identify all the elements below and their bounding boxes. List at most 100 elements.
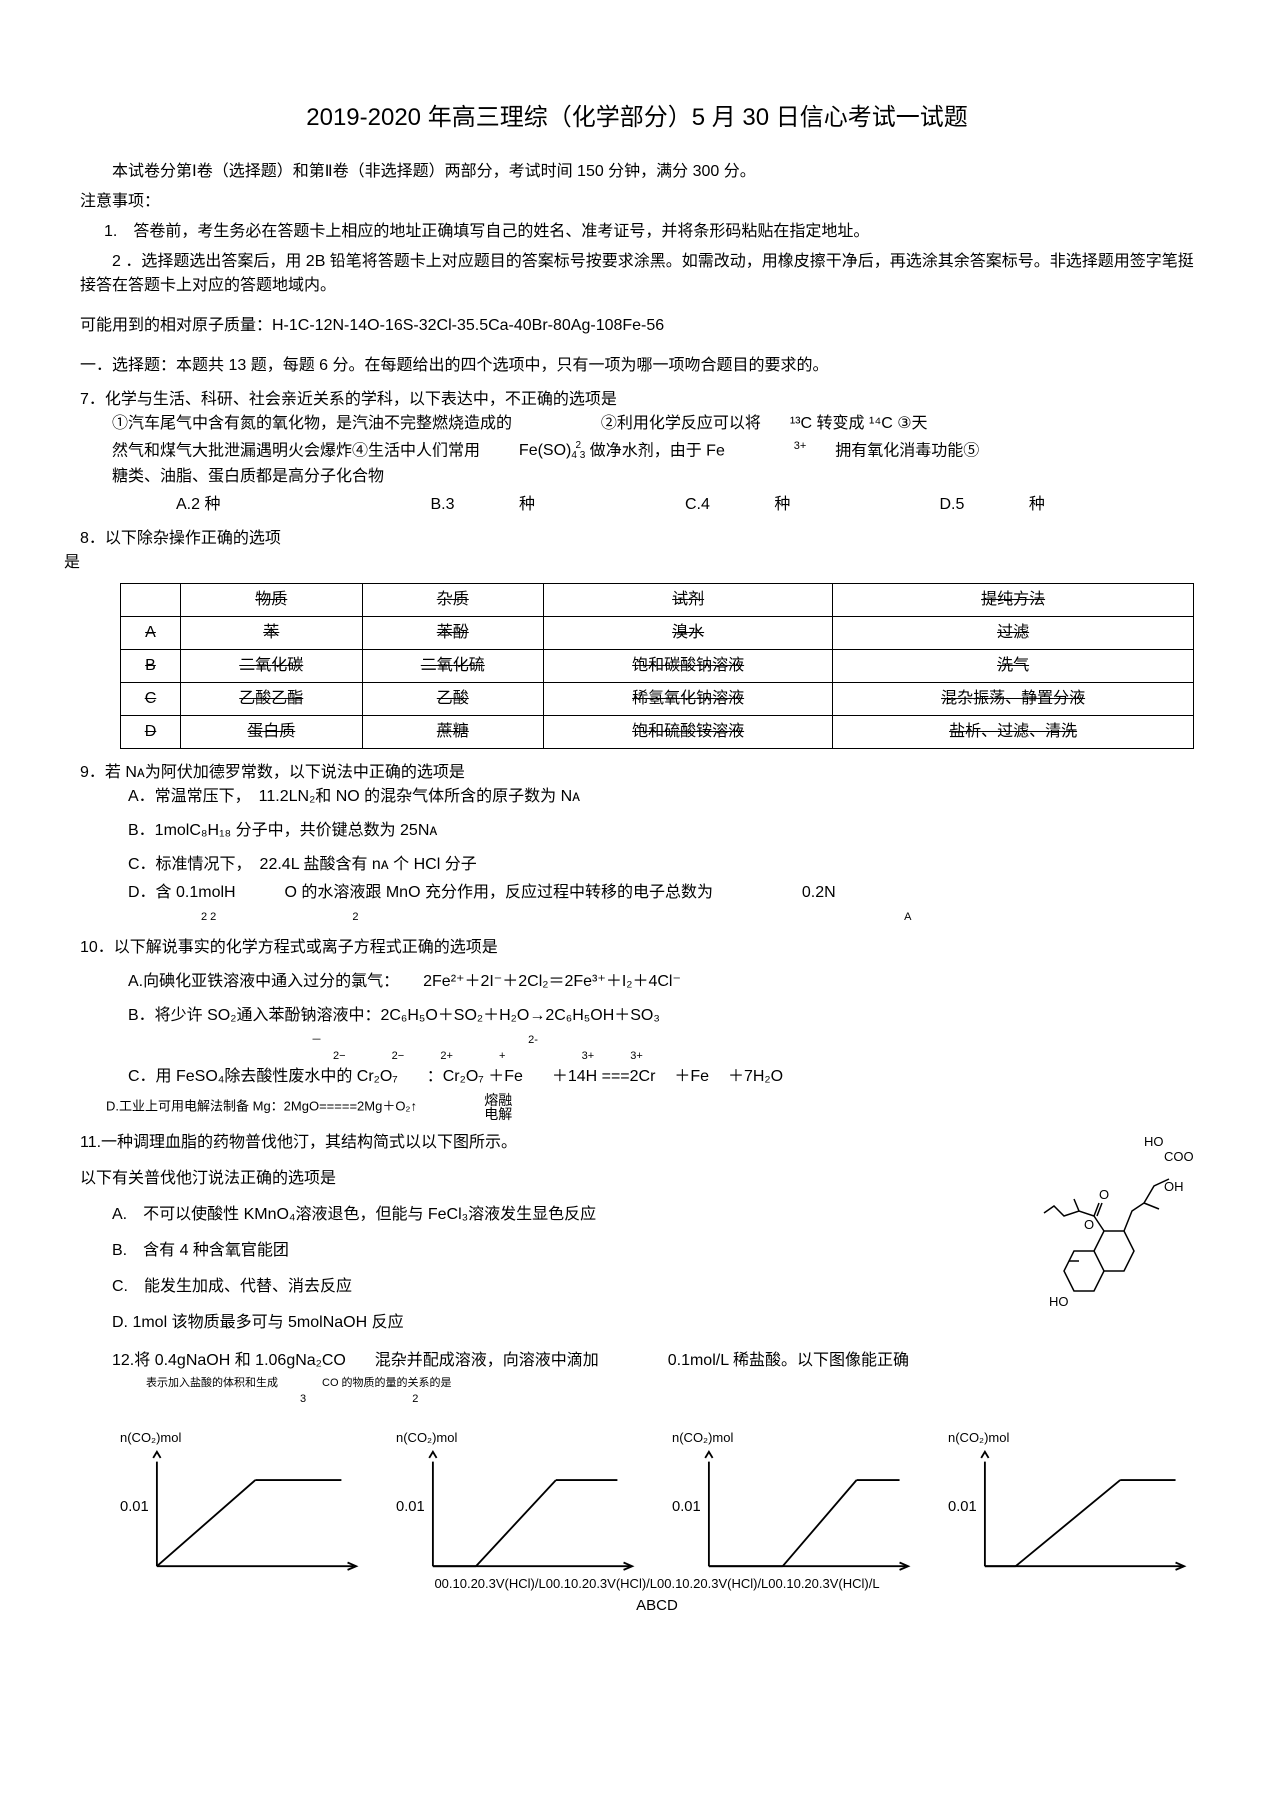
q10bs2: 2- [528,1034,538,1046]
section-1-title: 一．选择题：本题共 13 题，每题 6 分。在每题给出的四个选项中，只有一项为哪… [80,354,1194,378]
q12-sc: 0.1mol/L 稀盐酸。以下图像能正确 [668,1352,909,1369]
chart-ylabel: n(CO₂)mol [948,1428,1194,1448]
q12-sb: 混杂并配成溶液，向溶液中滴加 [375,1352,599,1369]
intro-text: 本试卷分第Ⅰ卷（选择题）和第Ⅱ卷（非选择题）两部分，考试时间 150 分钟，满分… [80,160,1194,184]
q11-c: C. 能发生加成、代替、消去反应 [112,1275,994,1299]
question-8: 8．以下除杂操作正确的选项 是 物质 杂质 试剂 提纯方法 A苯苯酚溴水过滤 B… [80,527,1194,749]
q7-l1c: 转变成 [817,415,865,432]
q12-note: 表示加入盐酸的体积和生成 CO 的物质的量的关系的是 [146,1375,1194,1392]
q7-l1a: ①汽车尾气中含有氮的氧化物，是汽油不完整燃烧造成的 [112,415,512,432]
q7-opt-c: C.4 [685,496,710,513]
cell: 溴水 [544,617,833,650]
th-impurity: 杂质 [362,584,544,617]
q8-table: 物质 杂质 试剂 提纯方法 A苯苯酚溴水过滤 B二氧化碳二氧化硫饱和碳酸钠溶液洗… [120,583,1194,749]
q10d-bot: 电解 [484,1106,512,1122]
cell: 蔗糖 [362,716,544,749]
label-o: O [1084,1217,1094,1232]
q10cs1: 2− [333,1050,346,1062]
q9-b: B．1molC₈H₁₈ 分子中，共价键总数为 25Nᴀ [128,819,1194,843]
q9-d-a: D．含 0.1molH [128,884,236,901]
q7-opt-d: D.5 [940,496,965,513]
chart-c: n(CO₂)mol 0.01 [672,1428,918,1568]
chart-ylabel: n(CO₂)mol [120,1428,366,1448]
cell: D [121,716,181,749]
q8-stem: 8．以下除杂操作正确的选项 [80,527,1194,551]
chart-yval: 0.01 [396,1499,425,1515]
q7-opt-du: 种 [1029,496,1045,513]
q7-opt-a: A.2 种 [176,493,431,517]
th-reagent: 试剂 [544,584,833,617]
notice-header: 注意事项： [80,190,1194,214]
cell: 乙酸乙酯 [181,683,363,716]
cell: 混杂振荡、静置分液 [833,683,1194,716]
chart-ylabel: n(CO₂)mol [396,1428,642,1448]
th-substance: 物质 [181,584,363,617]
table-row: D蛋白质蔗糖饱和硫酸铵溶液盐析、过滤、清洗 [121,716,1194,749]
cell: 苯 [181,617,363,650]
q9-d-b: O 的水溶液跟 MnO [285,884,421,901]
cell: 蛋白质 [181,716,363,749]
q7-options: A.2 种 B.3 种 C.4 种 D.5 种 [176,493,1194,517]
chart-yval: 0.01 [672,1499,701,1515]
q10-a: A.向碘化亚铁溶液中通入过分的氯气： 2Fe²⁺＋2I⁻＋2Cl₂＝2Fe³⁺＋… [128,970,1194,994]
q9-stem: 9．若 Nᴀ为阿伏加德罗常数，以下说法中正确的选项是 [80,761,1194,785]
q7-l2c: 拥有氧化消毒功能⑤ [835,442,979,459]
q9-d-subs: 2 2 2 A [201,909,1194,926]
q11-a: A. 不可以使酸性 KMnO₄溶液退色，但能与 FeCl₃溶液发生显色反应 [112,1203,994,1227]
q7-line2: 然气和煤气大批泄漏遇明火会爆炸④生活中人们常用 Fe(SO)24 3 做净水剂，… [112,438,1194,463]
q7-line1: ①汽车尾气中含有氮的氧化物，是汽油不完整燃烧造成的 ②利用化学反应可以将 ¹³C… [112,412,1194,436]
q10cs6: 3+ [630,1050,643,1062]
cell: 乙酸 [362,683,544,716]
cell: 二氧化碳 [181,650,363,683]
cell: 过滤 [833,617,1194,650]
q11-structure-diagram: HO COOH OH O O HO [1014,1131,1194,1339]
q7-l2b: 做净水剂，由于 Fe [590,442,725,459]
q7-c14: ¹⁴C [869,415,893,432]
q7-l1d: ③天 [897,415,927,432]
q9-d: D．含 0.1molH O 的水溶液跟 MnO 充分作用，反应过程中转移的电子总… [128,881,1194,905]
question-9: 9．若 Nᴀ为阿伏加德罗常数，以下说法中正确的选项是 A．常温常压下， 11.2… [80,761,1194,926]
cell: 稀氢氧化钠溶液 [544,683,833,716]
question-7: 7．化学与生活、科研、社会亲近关系的学科，以下表达中，不正确的选项是 ①汽车尾气… [80,388,1194,517]
cell: 苯酚 [362,617,544,650]
label-oh: OH [1164,1179,1184,1194]
q10cs2: 2− [392,1050,405,1062]
question-11: 11.一种调理血脂的药物普伐他汀，其结构简式以以下图所示。 以下有关普伐他汀说法… [80,1131,1194,1339]
q10ce: ＋Fe [674,1068,709,1085]
q10cf: ＋7H₂O [728,1068,783,1085]
chart-ylabel: n(CO₂)mol [672,1428,918,1448]
question-12: 12.将 0.4gNaOH 和 1.06gNa₂CO 混杂并配成溶液，向溶液中滴… [80,1349,1194,1618]
q7-c13: ¹³C [790,415,812,432]
q10-b-a: B．将少许 SO₂通入苯酚钠溶液中：2C₆H₅O＋SO₂＋H₂O→2C₆H₅OH… [128,1007,660,1024]
label-cooh: COOH [1164,1149,1194,1164]
q7-feso-base: Fe(SO) [519,442,571,459]
q12-sa: 12.将 0.4gNaOH 和 1.06gNa₂CO [112,1352,346,1369]
th-method: 提纯方法 [833,584,1194,617]
q12-subs: 3 2 [300,1391,1194,1408]
q9-dsa: A [904,911,911,923]
q10ca: C．用 FeSO₄除去酸性废水中的 Cr₂O₇ [128,1068,398,1085]
q7-l1b: ②利用化学反应可以将 [601,415,761,432]
q9-a: A．常温常压下， 11.2LN₂和 NO 的混杂气体所含的原子数为 Nᴀ [128,785,1194,809]
q10-stem: 10．以下解说事实的化学方程式或离子方程式正确的选项是 [80,936,1194,960]
q7-line3: 糖类、油脂、蛋白质都是高分子化合物 [112,465,1194,489]
q9-d-val: 0.2N [802,884,836,901]
q7-stem: 7．化学与生活、科研、社会亲近关系的学科，以下表达中，不正确的选项是 [80,388,1194,412]
table-row: A苯苯酚溴水过滤 [121,617,1194,650]
cell: 二氧化硫 [362,650,544,683]
table-row: C乙酸乙酯乙酸稀氢氧化钠溶液混杂振荡、静置分液 [121,683,1194,716]
chart-d: n(CO₂)mol 0.01 [948,1428,1194,1568]
chart-b: n(CO₂)mol 0.01 [396,1428,642,1568]
q11-d: D. 1mol 该物质最多可与 5molNaOH 反应 [112,1311,994,1335]
q12-abcd: ABCD [120,1595,1194,1618]
question-10: 10．以下解说事实的化学方程式或离子方程式正确的选项是 A.向碘化亚铁溶液中通入… [80,936,1194,1121]
q9-ds1: 2 2 [201,911,216,923]
cell: A [121,617,181,650]
cell: 洗气 [833,650,1194,683]
notice-2: 2 ．选择题选出答案后，用 2B 铅笔将答题卡上对应题目的答案标号按要求涂黑。如… [80,250,1194,298]
q10cb: ：Cr₂O₇ [427,1068,484,1085]
chart-a: n(CO₂)mol 0.01 [120,1428,366,1568]
q7-opt-cu: 种 [774,496,790,513]
q11-sub: 以下有关普伐他汀说法正确的选项是 [80,1167,994,1191]
q10d-t: D.工业上可用电解法制备 Mg：2MgO=====2Mg＋O₂↑ [106,1098,417,1113]
